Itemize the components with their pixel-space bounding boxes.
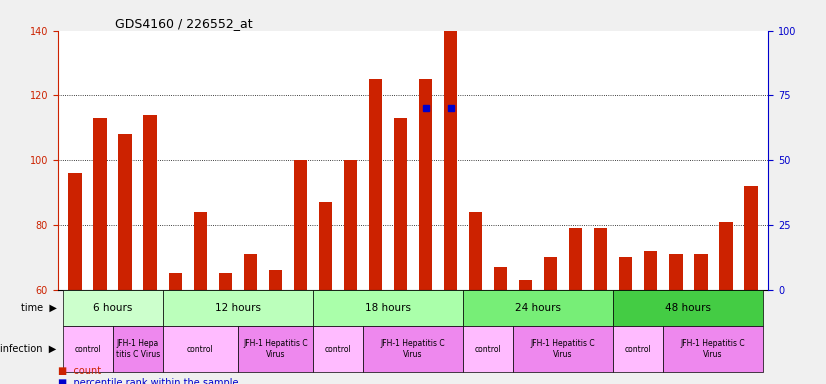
Bar	[643, 251, 657, 290]
Bar	[569, 228, 582, 290]
Bar	[268, 270, 282, 290]
FancyBboxPatch shape	[463, 326, 513, 372]
Text: GDS4160 / 226552_at: GDS4160 / 226552_at	[115, 17, 252, 30]
Text: control: control	[187, 345, 214, 354]
Bar	[244, 254, 257, 290]
Text: JFH-1 Hepatitis C
Virus: JFH-1 Hepatitis C Virus	[531, 339, 596, 359]
Text: ■  count: ■ count	[58, 366, 101, 376]
Bar	[468, 212, 482, 290]
Bar	[494, 267, 507, 290]
Bar	[193, 212, 207, 290]
Text: 18 hours: 18 hours	[365, 303, 411, 313]
Bar	[293, 160, 307, 290]
Bar	[619, 257, 633, 290]
Bar	[69, 173, 83, 290]
FancyBboxPatch shape	[63, 326, 113, 372]
Bar	[344, 160, 358, 290]
Bar	[444, 31, 458, 290]
FancyBboxPatch shape	[238, 326, 313, 372]
Text: control: control	[475, 345, 501, 354]
Bar	[544, 257, 558, 290]
FancyBboxPatch shape	[313, 326, 363, 372]
FancyBboxPatch shape	[363, 326, 463, 372]
Bar	[394, 118, 407, 290]
FancyBboxPatch shape	[113, 326, 163, 372]
Text: JFH-1 Hepatitis C
Virus: JFH-1 Hepatitis C Virus	[243, 339, 308, 359]
Text: 24 hours: 24 hours	[515, 303, 561, 313]
Bar	[219, 273, 232, 290]
Bar	[669, 254, 682, 290]
Text: ■  percentile rank within the sample: ■ percentile rank within the sample	[58, 378, 239, 384]
FancyBboxPatch shape	[663, 326, 763, 372]
Bar	[118, 134, 132, 290]
Text: control: control	[325, 345, 351, 354]
Bar	[743, 186, 757, 290]
FancyBboxPatch shape	[63, 290, 163, 326]
Text: 48 hours: 48 hours	[665, 303, 711, 313]
Text: control: control	[74, 345, 102, 354]
FancyBboxPatch shape	[613, 326, 663, 372]
Bar	[594, 228, 607, 290]
Bar	[93, 118, 107, 290]
Bar	[419, 79, 432, 290]
Text: JFH-1 Hepa
titis C Virus: JFH-1 Hepa titis C Virus	[116, 339, 160, 359]
Text: JFH-1 Hepatitis C
Virus: JFH-1 Hepatitis C Virus	[381, 339, 445, 359]
Text: control: control	[624, 345, 652, 354]
Bar	[144, 115, 157, 290]
FancyBboxPatch shape	[163, 290, 313, 326]
Bar	[519, 280, 533, 290]
Text: time  ▶: time ▶	[21, 303, 56, 313]
FancyBboxPatch shape	[163, 326, 238, 372]
FancyBboxPatch shape	[313, 290, 463, 326]
FancyBboxPatch shape	[463, 290, 613, 326]
FancyBboxPatch shape	[613, 290, 763, 326]
Text: JFH-1 Hepatitis C
Virus: JFH-1 Hepatitis C Virus	[681, 339, 745, 359]
FancyBboxPatch shape	[513, 326, 613, 372]
Bar	[319, 202, 332, 290]
Bar	[169, 273, 183, 290]
Text: 6 hours: 6 hours	[93, 303, 132, 313]
Text: 12 hours: 12 hours	[215, 303, 261, 313]
Bar	[694, 254, 708, 290]
Bar	[719, 222, 733, 290]
Text: infection  ▶: infection ▶	[0, 344, 56, 354]
Bar	[368, 79, 382, 290]
